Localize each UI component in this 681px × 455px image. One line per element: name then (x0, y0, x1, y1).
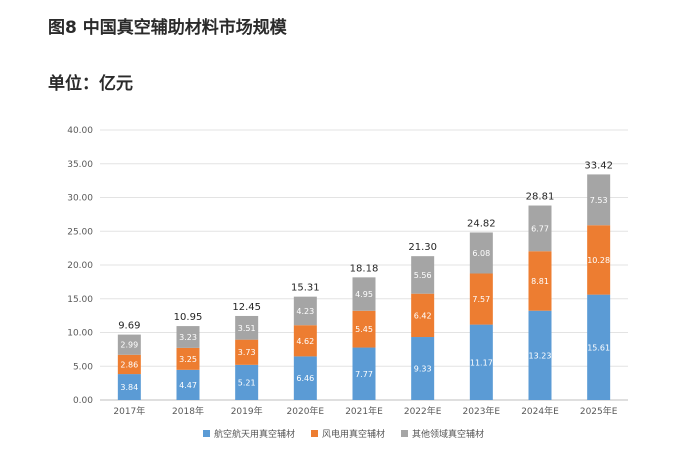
bar-0-4 (352, 347, 376, 400)
bar-0-6 (469, 324, 493, 400)
data-label-0-7: 13.23 (529, 351, 552, 360)
bar-2-3 (293, 296, 317, 326)
data-label-1-8: 10.28 (587, 256, 610, 265)
x-tick-label-8: 2025年E (580, 405, 618, 417)
total-label-5: 21.30 (408, 242, 437, 253)
total-label-1: 10.95 (174, 312, 203, 323)
bar-1-3 (293, 325, 317, 357)
legend-item-wind-power: 风电用真空辅材 (311, 427, 385, 440)
x-tick-label-1: 2018年 (172, 405, 204, 417)
total-label-6: 24.82 (467, 218, 496, 229)
y-tick-label-4: 20.00 (67, 261, 93, 271)
unit-label: 单位：亿元 (48, 74, 133, 94)
total-label-8: 33.42 (584, 160, 613, 171)
y-tick-label-8: 40.00 (67, 126, 93, 136)
bar-2-6 (469, 232, 493, 274)
bar-0-3 (293, 356, 317, 400)
data-label-0-0: 3.84 (120, 383, 138, 392)
data-label-2-6: 6.08 (472, 249, 490, 258)
data-label-1-2: 3.73 (238, 348, 256, 357)
data-label-1-4: 5.45 (355, 325, 373, 334)
x-tick-label-0: 2017年 (113, 405, 145, 417)
bar-0-5 (411, 337, 435, 400)
legend-label-aerospace: 航空航天用真空辅材 (214, 429, 296, 440)
data-label-1-3: 4.62 (296, 337, 314, 346)
y-tick-label-1: 5.00 (73, 362, 93, 372)
bar-2-1 (176, 326, 200, 348)
y-tick-label-3: 15.00 (67, 295, 93, 305)
x-tick-label-6: 2023年E (463, 405, 501, 417)
data-label-2-8: 7.53 (590, 196, 608, 205)
legend-swatch-aerospace (203, 429, 210, 437)
data-label-0-5: 9.33 (414, 365, 432, 374)
bar-0-2 (235, 364, 259, 400)
bar-0-1 (176, 369, 200, 400)
legend-label-other: 其他领域真空辅材 (412, 429, 485, 440)
bar-1-0 (117, 354, 141, 375)
legend-swatch-other (401, 429, 409, 437)
total-label-3: 15.31 (291, 283, 320, 294)
legend-item-aerospace: 航空航天用真空辅材 (203, 427, 295, 440)
bar-1-1 (176, 347, 200, 370)
y-tick-label-5: 25.00 (67, 227, 93, 237)
data-label-1-6: 7.57 (472, 295, 490, 304)
bar-1-5 (411, 293, 435, 338)
bar-0-8 (587, 294, 611, 400)
data-label-1-7: 8.81 (531, 277, 549, 286)
data-label-2-7: 6.77 (531, 224, 549, 233)
bar-2-5 (411, 256, 435, 294)
data-label-1-1: 3.25 (179, 355, 197, 364)
x-tick-label-2: 2019年 (231, 405, 263, 417)
bar-0-0 (117, 374, 141, 400)
total-label-4: 18.18 (350, 263, 379, 274)
bar-1-2 (235, 339, 259, 365)
bar-2-0 (117, 334, 141, 355)
x-tick-label-4: 2021年E (345, 405, 383, 417)
total-label-0: 9.69 (118, 321, 140, 332)
bar-1-4 (352, 310, 376, 348)
data-label-0-3: 6.46 (296, 374, 314, 383)
data-label-0-8: 15.61 (587, 343, 610, 352)
data-label-2-2: 3.51 (238, 324, 256, 333)
data-label-2-5: 5.56 (414, 271, 432, 280)
data-label-1-5: 6.42 (414, 311, 432, 320)
bar-1-8 (587, 225, 611, 295)
total-label-7: 28.81 (526, 192, 555, 203)
chart-legend: 航空航天用真空辅材 风电用真空辅材 其他领域真空辅材 (203, 426, 484, 440)
x-tick-label-5: 2022年E (404, 405, 442, 417)
data-label-0-1: 4.47 (179, 381, 197, 390)
legend-label-wind-power: 风电用真空辅材 (322, 429, 386, 440)
bar-2-2 (235, 315, 259, 340)
total-label-2: 12.45 (232, 302, 261, 313)
y-tick-label-7: 35.00 (67, 160, 93, 170)
bar-1-7 (528, 251, 552, 311)
data-label-0-4: 7.77 (355, 370, 373, 379)
y-tick-label-0: 0.00 (73, 396, 93, 406)
figure-title: 图8 中国真空辅助材料市场规模 (48, 18, 287, 38)
x-tick-label-3: 2020年E (287, 405, 325, 417)
data-label-2-3: 4.23 (296, 307, 314, 316)
bar-2-8 (587, 174, 611, 226)
bar-1-6 (469, 273, 493, 325)
bar-2-7 (528, 205, 552, 252)
y-tick-label-2: 10.00 (67, 329, 93, 339)
bar-2-4 (352, 277, 376, 311)
data-label-2-0: 2.99 (120, 341, 138, 350)
legend-item-other: 其他领域真空辅材 (401, 427, 484, 440)
data-label-0-2: 5.21 (238, 378, 256, 387)
data-label-0-6: 11.17 (470, 358, 493, 367)
data-label-2-1: 3.23 (179, 333, 197, 342)
data-label-1-0: 2.86 (120, 360, 138, 369)
data-label-2-4: 4.95 (355, 290, 373, 299)
x-tick-label-7: 2024年E (521, 405, 559, 417)
y-tick-label-6: 30.00 (67, 194, 93, 204)
legend-swatch-wind-power (311, 429, 319, 437)
bar-0-7 (528, 310, 552, 400)
